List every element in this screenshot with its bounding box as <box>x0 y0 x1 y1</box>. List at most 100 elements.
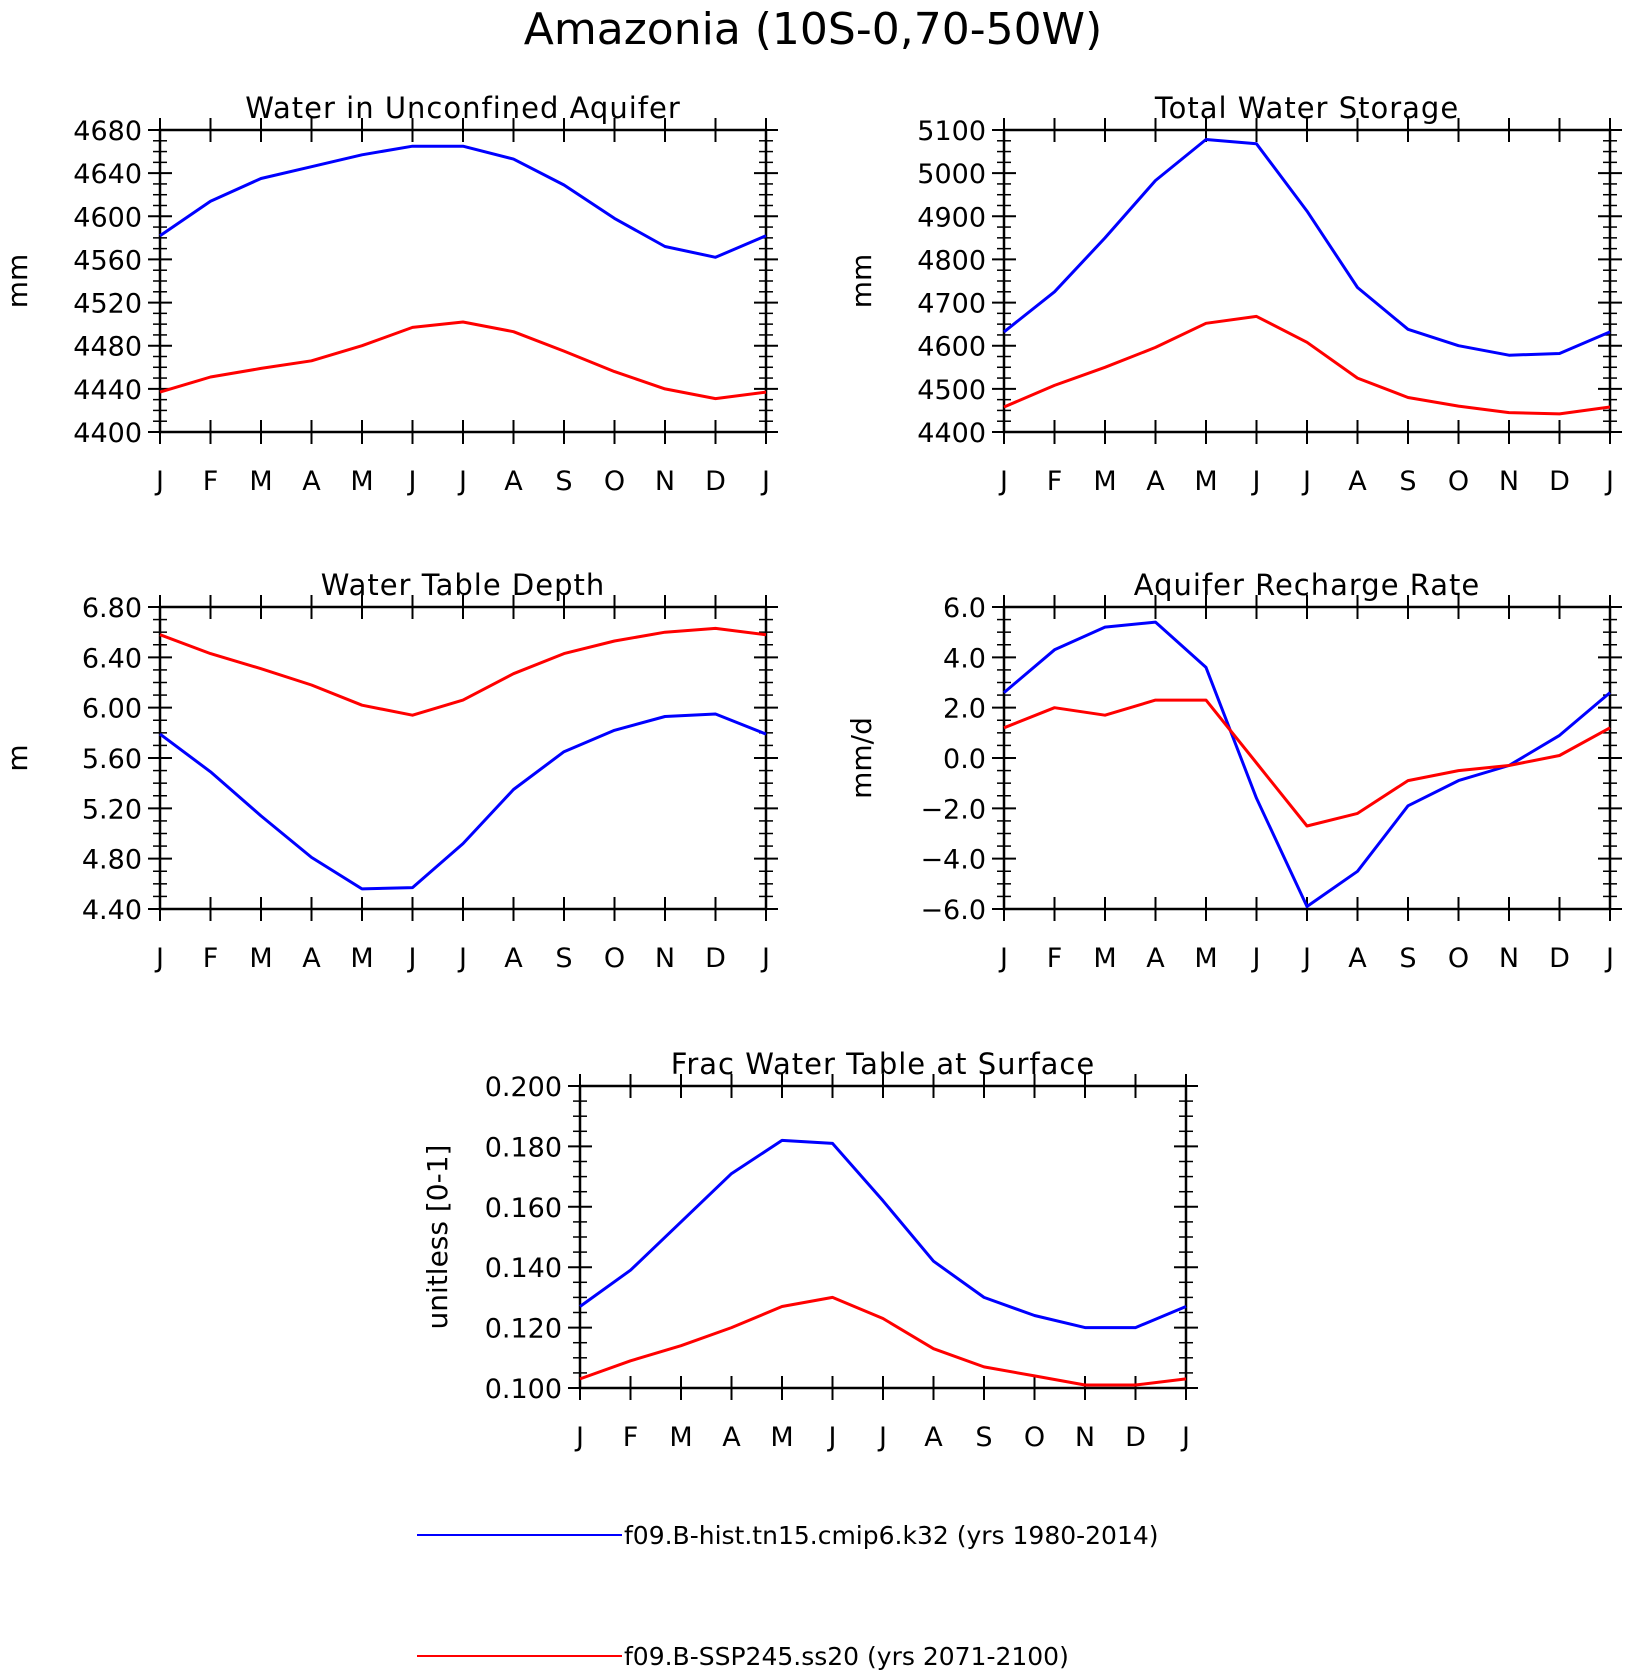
x-tick-label: F <box>203 943 219 974</box>
y-tick-label: 0.100 <box>485 1374 562 1405</box>
legend-label-ssp: f09.B-SSP245.ss20 (yrs 2071-2100) <box>624 1642 1069 1671</box>
x-tick-label: O <box>604 943 625 974</box>
x-tick-label: A <box>504 466 523 497</box>
x-tick-label: D <box>1125 1422 1146 1453</box>
y-tick-label: 0.140 <box>485 1253 562 1284</box>
plot-frame <box>158 605 768 911</box>
y-axis-label: unitless [0-1] <box>421 1145 454 1330</box>
x-tick-label: J <box>1604 466 1614 497</box>
y-tick-label: 4440 <box>73 375 142 406</box>
y-tick-label: 5100 <box>917 116 986 147</box>
x-tick-label: M <box>350 943 373 974</box>
x-tick-label: J <box>407 466 417 497</box>
x-tick-label: D <box>1549 466 1570 497</box>
y-tick-label: 4400 <box>917 418 986 449</box>
x-tick-label: J <box>457 943 467 974</box>
x-tick-label: J <box>407 943 417 974</box>
y-tick-label: 4400 <box>73 418 142 449</box>
y-tick-label: −2.0 <box>920 794 986 825</box>
x-tick-label: N <box>655 466 675 497</box>
y-tick-label: 0.0 <box>943 744 986 775</box>
legend-label-hist: f09.B-hist.tn15.cmip6.k32 (yrs 1980-2014… <box>624 1521 1159 1550</box>
x-tick-label: M <box>249 943 272 974</box>
x-tick-label: A <box>302 943 321 974</box>
y-tick-label: 4900 <box>917 202 986 233</box>
x-tick-label: J <box>1251 943 1261 974</box>
series-line-ssp <box>1003 698 1611 828</box>
x-tick-label: F <box>203 466 219 497</box>
y-tick-label: 4600 <box>917 332 986 363</box>
x-tick-label: A <box>1146 466 1165 497</box>
x-tick-label: A <box>1348 943 1367 974</box>
y-tick-label: 4560 <box>73 245 142 276</box>
figure-title: Amazonia (10S-0,70-50W) <box>524 4 1102 55</box>
x-tick-label: M <box>249 466 272 497</box>
x-tick-label: J <box>1251 466 1261 497</box>
panels: Water in Unconfined Aquifermm44004440448… <box>1 91 1622 1453</box>
x-tick-label: M <box>1093 466 1116 497</box>
x-tick-label: J <box>457 466 467 497</box>
x-tick-label: D <box>705 943 726 974</box>
y-tick-label: 4700 <box>917 289 986 320</box>
x-tick-label: F <box>623 1422 639 1453</box>
x-tick-label: A <box>1348 466 1367 497</box>
x-tick-label: J <box>1301 466 1311 497</box>
plot-frame <box>158 128 768 434</box>
x-tick-label: M <box>1194 466 1217 497</box>
x-tick-label: J <box>1604 943 1614 974</box>
x-tick-label: J <box>760 466 770 497</box>
x-tick-label: N <box>1075 1422 1095 1453</box>
x-tick-label: S <box>975 1422 992 1453</box>
x-tick-label: S <box>555 943 572 974</box>
panel-1: Water in Unconfined Aquifermm44004440448… <box>1 91 778 497</box>
y-tick-label: −4.0 <box>920 845 986 876</box>
x-tick-label: S <box>555 466 572 497</box>
y-tick-label: 0.120 <box>485 1314 562 1345</box>
x-tick-label: D <box>1549 943 1570 974</box>
x-tick-label: J <box>1301 943 1311 974</box>
y-tick-label: 4500 <box>917 375 986 406</box>
x-tick-label: M <box>1093 943 1116 974</box>
x-tick-label: O <box>1448 466 1469 497</box>
panel-3: Water Table Depthm4.404.805.205.606.006.… <box>1 568 778 974</box>
x-tick-label: A <box>504 943 523 974</box>
series-line-hist <box>159 712 767 891</box>
x-tick-label: S <box>1399 943 1416 974</box>
plot-frame <box>1002 128 1612 434</box>
y-axis-label: m <box>1 744 34 771</box>
y-axis-label: mm <box>1 254 34 309</box>
y-tick-label: 4.0 <box>943 643 986 674</box>
x-tick-label: O <box>1448 943 1469 974</box>
y-tick-label: 4480 <box>73 332 142 363</box>
x-tick-label: A <box>722 1422 741 1453</box>
panel-2: Total Water Storagemm4400450046004700480… <box>845 91 1622 497</box>
x-tick-label: F <box>1047 943 1063 974</box>
y-tick-label: 0.200 <box>485 1072 562 1103</box>
x-tick-label: D <box>705 466 726 497</box>
x-tick-label: O <box>604 466 625 497</box>
series-line-ssp <box>159 626 767 717</box>
x-tick-label: J <box>827 1422 837 1453</box>
y-tick-label: 0.180 <box>485 1132 562 1163</box>
x-tick-label: M <box>350 466 373 497</box>
series-line-ssp <box>579 1295 1187 1387</box>
legend: f09.B-hist.tn15.cmip6.k32 (yrs 1980-2014… <box>417 1521 1159 1671</box>
series-line-ssp <box>159 320 767 401</box>
y-tick-label: 6.80 <box>82 593 142 624</box>
y-tick-label: 6.40 <box>82 643 142 674</box>
y-tick-label: 4640 <box>73 159 142 190</box>
y-tick-label: 4600 <box>73 202 142 233</box>
y-tick-label: 5.60 <box>82 744 142 775</box>
panel-4: Aquifer Recharge Ratemm/d−6.0−4.0−2.00.0… <box>845 568 1622 974</box>
series-line-hist <box>1003 138 1611 357</box>
x-tick-label: J <box>154 466 164 497</box>
y-tick-label: 6.00 <box>82 694 142 725</box>
series-line-hist <box>159 144 767 259</box>
y-tick-label: 0.160 <box>485 1193 562 1224</box>
y-tick-label: 5000 <box>917 159 986 190</box>
x-tick-label: F <box>1047 466 1063 497</box>
x-tick-label: J <box>998 466 1008 497</box>
y-tick-label: 4680 <box>73 116 142 147</box>
